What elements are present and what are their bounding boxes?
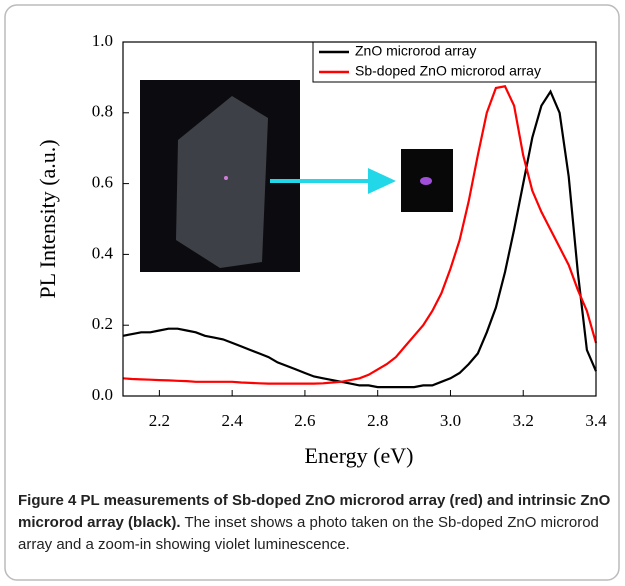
figure-border [4, 4, 620, 581]
caption-title: PL measurements of Sb-doped ZnO microrod… [18, 492, 611, 531]
x-tick-label: 3.4 [585, 411, 607, 430]
y-tick-label: 0.6 [92, 173, 113, 192]
caption: Figure 4 PL measurements of Sb-doped ZnO… [18, 490, 612, 556]
x-tick-label: 2.6 [294, 411, 315, 430]
legend-label: ZnO microrod array [355, 43, 476, 59]
y-tick-label: 0.4 [92, 243, 114, 262]
x-tick-label: 2.4 [222, 411, 244, 430]
x-axis-label: Energy (eV) [305, 443, 414, 468]
y-tick-label: 0.8 [92, 102, 113, 121]
inset-spot [224, 176, 228, 180]
series-line [122, 85, 598, 385]
series-line [122, 89, 598, 389]
inset-glow [420, 177, 432, 185]
x-tick-label: 2.8 [367, 411, 388, 430]
inset [140, 80, 453, 272]
y-tick-label: 1.0 [92, 31, 113, 50]
inset-sample [176, 96, 268, 268]
legend-label: Sb-doped ZnO microrod array [355, 63, 541, 79]
inset-arrowhead [368, 168, 396, 194]
x-tick-label: 3.0 [440, 411, 461, 430]
y-axis-label: PL Intensity (a.u.) [35, 139, 60, 298]
x-tick-label: 3.2 [513, 411, 534, 430]
legend-box [312, 41, 597, 83]
y-tick-label: 0.0 [92, 385, 113, 404]
caption-text: The inset shows a photo taken on the Sb-… [18, 514, 599, 553]
y-tick-label: 0.2 [92, 314, 113, 333]
caption-label: Figure 4 [18, 492, 77, 509]
x-tick-label: 2.2 [149, 411, 170, 430]
